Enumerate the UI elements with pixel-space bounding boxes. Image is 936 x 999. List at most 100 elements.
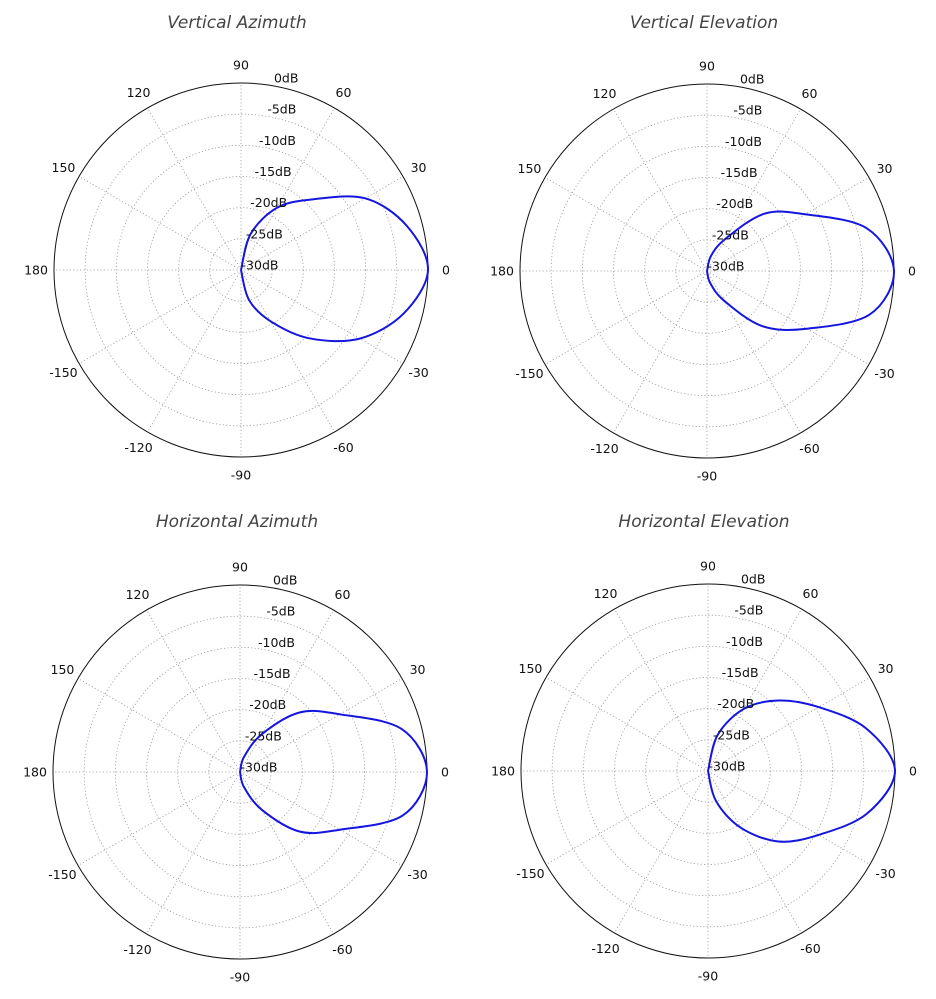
grid-spoke [706, 108, 801, 272]
angle-tick-label: 180 [490, 264, 514, 279]
radial-tick-label: -20dB [250, 195, 287, 210]
angle-tick-label: -90 [698, 969, 718, 984]
radial-tick-label: -30dB [241, 760, 278, 775]
radial-tick-label: 0dB [274, 71, 298, 86]
radial-tick-label: -15dB [255, 164, 292, 179]
angle-tick-label: -150 [515, 366, 543, 381]
angle-tick-label: 30 [877, 161, 893, 176]
grid-ring [614, 677, 802, 865]
angle-tick-label: 0 [441, 765, 449, 780]
radial-tick-label: -20dB [716, 196, 753, 211]
angle-tick-label: 60 [335, 587, 351, 602]
radial-tick-label: -5dB [734, 603, 763, 618]
radial-tick-label: -10dB [259, 133, 296, 148]
radial-tick-label: -25dB [712, 227, 749, 242]
grid-spoke [77, 678, 241, 773]
radial-tick-label: -5dB [267, 102, 296, 117]
grid-spoke [147, 269, 242, 433]
grid-spoke [545, 677, 709, 772]
angle-tick-label: 120 [594, 586, 618, 601]
angle-tick-label: -60 [799, 441, 819, 456]
polar-plot-2: 0 30 60 90 120 150 180 -150 -120 -90 -60 -30 0dB -5dB… [490, 59, 916, 484]
grid-ring [581, 145, 833, 397]
angle-tick-label: 120 [593, 86, 617, 101]
radial-tick-label: -30dB [242, 258, 279, 273]
grid-spoke [239, 609, 334, 773]
angle-tick-label: 150 [52, 160, 76, 175]
angle-tick-label: 0 [442, 263, 450, 278]
grid-spoke [707, 770, 802, 934]
chart-title-vertical-azimuth: Vertical Azimuth [167, 13, 306, 33]
radial-tick-label: 0dB [741, 572, 765, 587]
grid-ring [114, 646, 366, 898]
grid-spoke [544, 270, 708, 365]
grid-spoke [707, 770, 871, 865]
grid-spoke [146, 609, 241, 773]
angle-tick-label: -60 [800, 941, 820, 956]
angle-tick-label: 90 [700, 559, 716, 574]
angle-tick-label: -90 [230, 970, 250, 985]
grid-ring [146, 678, 334, 866]
angle-tick-label: -120 [124, 440, 152, 455]
angle-tick-label: 30 [878, 661, 894, 676]
angle-tick-label: 60 [803, 586, 819, 601]
grid-spoke [239, 678, 403, 773]
angle-tick-label: -120 [590, 441, 618, 456]
grid-spoke [614, 770, 709, 934]
angle-tick-label: -60 [333, 440, 353, 455]
angle-tick-label: 150 [518, 161, 542, 176]
angle-tick-label: 180 [24, 263, 48, 278]
angle-tick-label: -150 [516, 866, 544, 881]
angle-tick-label: 180 [23, 765, 47, 780]
radial-tick-label: -25dB [245, 728, 282, 743]
angle-tick-label: 120 [127, 85, 151, 100]
chart-title-vertical-elevation: Vertical Elevation [630, 13, 778, 33]
grid-spoke [77, 771, 241, 866]
grid-ring [83, 615, 397, 929]
radial-tick-label: 0dB [273, 573, 297, 588]
angle-tick-label: 180 [491, 764, 515, 779]
grid-spoke [707, 608, 802, 772]
angle-tick-label: 150 [519, 661, 543, 676]
grid-spoke [706, 177, 870, 272]
grid-spoke [706, 270, 870, 365]
angle-tick-label: 60 [802, 86, 818, 101]
angle-tick-label: -90 [697, 469, 717, 484]
radial-tick-label: -20dB [249, 697, 286, 712]
grid-spoke [613, 270, 708, 434]
grid-spoke [613, 108, 708, 272]
grid-spoke [240, 269, 335, 433]
angle-tick-label: -30 [875, 866, 895, 881]
angle-tick-label: -150 [49, 365, 77, 380]
grid-spoke [239, 771, 403, 866]
angle-tick-label: 150 [51, 662, 75, 677]
grid-spoke [706, 270, 801, 434]
angle-tick-label: -120 [123, 942, 151, 957]
grid-spoke [239, 771, 334, 935]
radial-tick-label: -10dB [725, 134, 762, 149]
angle-tick-label: 90 [233, 58, 249, 73]
radial-tick-label: -10dB [258, 635, 295, 650]
radial-tick-label: -5dB [266, 604, 295, 619]
polar-plot-4: 0 30 60 90 120 150 180 -150 -120 -90 -60 -30 0dB -5dB… [491, 559, 917, 984]
angle-tick-label: -30 [874, 366, 894, 381]
angle-tick-label: -120 [591, 941, 619, 956]
grid-spoke [240, 176, 404, 271]
angle-tick-label: 60 [336, 85, 352, 100]
pattern-curve [707, 699, 897, 843]
grid-spoke [614, 608, 709, 772]
polar-plot-3: 0 30 60 90 120 150 180 -150 -120 -90 -60 -30 0dB -5dB… [23, 560, 449, 985]
grid-spoke [147, 107, 242, 271]
grid-spoke [545, 770, 709, 865]
grid-spoke [78, 269, 242, 364]
radial-tick-label: -15dB [721, 165, 758, 180]
grid-ring [84, 113, 398, 427]
radial-tick-label: -10dB [726, 634, 763, 649]
grid-spoke [240, 107, 335, 271]
grid-ring [147, 176, 335, 364]
radial-tick-label: -25dB [246, 226, 283, 241]
radial-tick-label: -5dB [733, 103, 762, 118]
grid-ring [582, 645, 834, 897]
pattern-curve [706, 210, 896, 331]
